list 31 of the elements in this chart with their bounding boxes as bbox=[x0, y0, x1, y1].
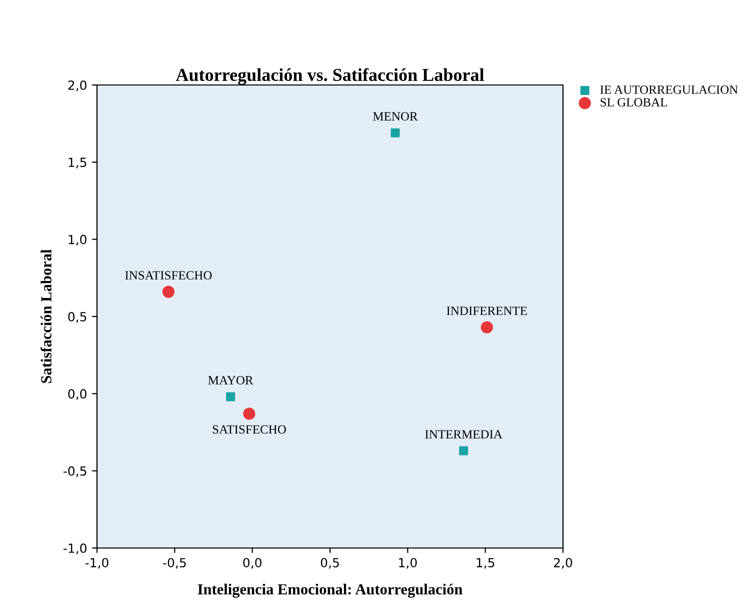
y-tick-label: 1,5 bbox=[68, 158, 86, 168]
x-axis-title: Inteligencia Emocional: Autorregulación bbox=[198, 584, 462, 598]
x-tick-label: 0,0 bbox=[243, 558, 262, 569]
point bbox=[226, 392, 236, 402]
y-tick-label: -1,0 bbox=[64, 543, 86, 554]
annotation: MAYOR bbox=[208, 376, 254, 384]
annotation: INDIFERENTE bbox=[446, 306, 527, 315]
y-tick-label: -0,5 bbox=[64, 466, 86, 478]
annotation: SATISFECHO bbox=[212, 425, 286, 434]
point bbox=[390, 128, 400, 138]
legend-label: IE AUTORREGULACION bbox=[600, 85, 738, 94]
chart-title: Autorregulación vs. Satifacción Laboral bbox=[176, 68, 484, 85]
x-tick-label: 1,5 bbox=[476, 558, 494, 569]
x-tick-label: -1,0 bbox=[85, 558, 108, 569]
y-tick-label: 0,0 bbox=[68, 389, 86, 400]
x-tick-label: 0,5 bbox=[320, 558, 339, 569]
x-tick-label: 2,0 bbox=[554, 558, 572, 569]
point bbox=[480, 321, 493, 334]
annotation: INSATISFECHO bbox=[125, 271, 212, 280]
y-tick-label: 1,0 bbox=[68, 234, 86, 246]
legend-label: SL GLOBAL bbox=[600, 98, 668, 107]
y-tick-label: 2,0 bbox=[68, 80, 86, 92]
point bbox=[459, 446, 468, 456]
y-axis-title: Satisfacción Laboral bbox=[40, 249, 52, 383]
x-tick-label: 1,0 bbox=[399, 558, 417, 569]
annotation: INTERMEDIA bbox=[425, 430, 502, 438]
point bbox=[162, 286, 175, 298]
x-tick-label: -0,5 bbox=[163, 558, 186, 569]
annotation: MENOR bbox=[373, 112, 418, 121]
y-tick-label: 0,5 bbox=[68, 312, 86, 323]
point bbox=[243, 408, 256, 420]
